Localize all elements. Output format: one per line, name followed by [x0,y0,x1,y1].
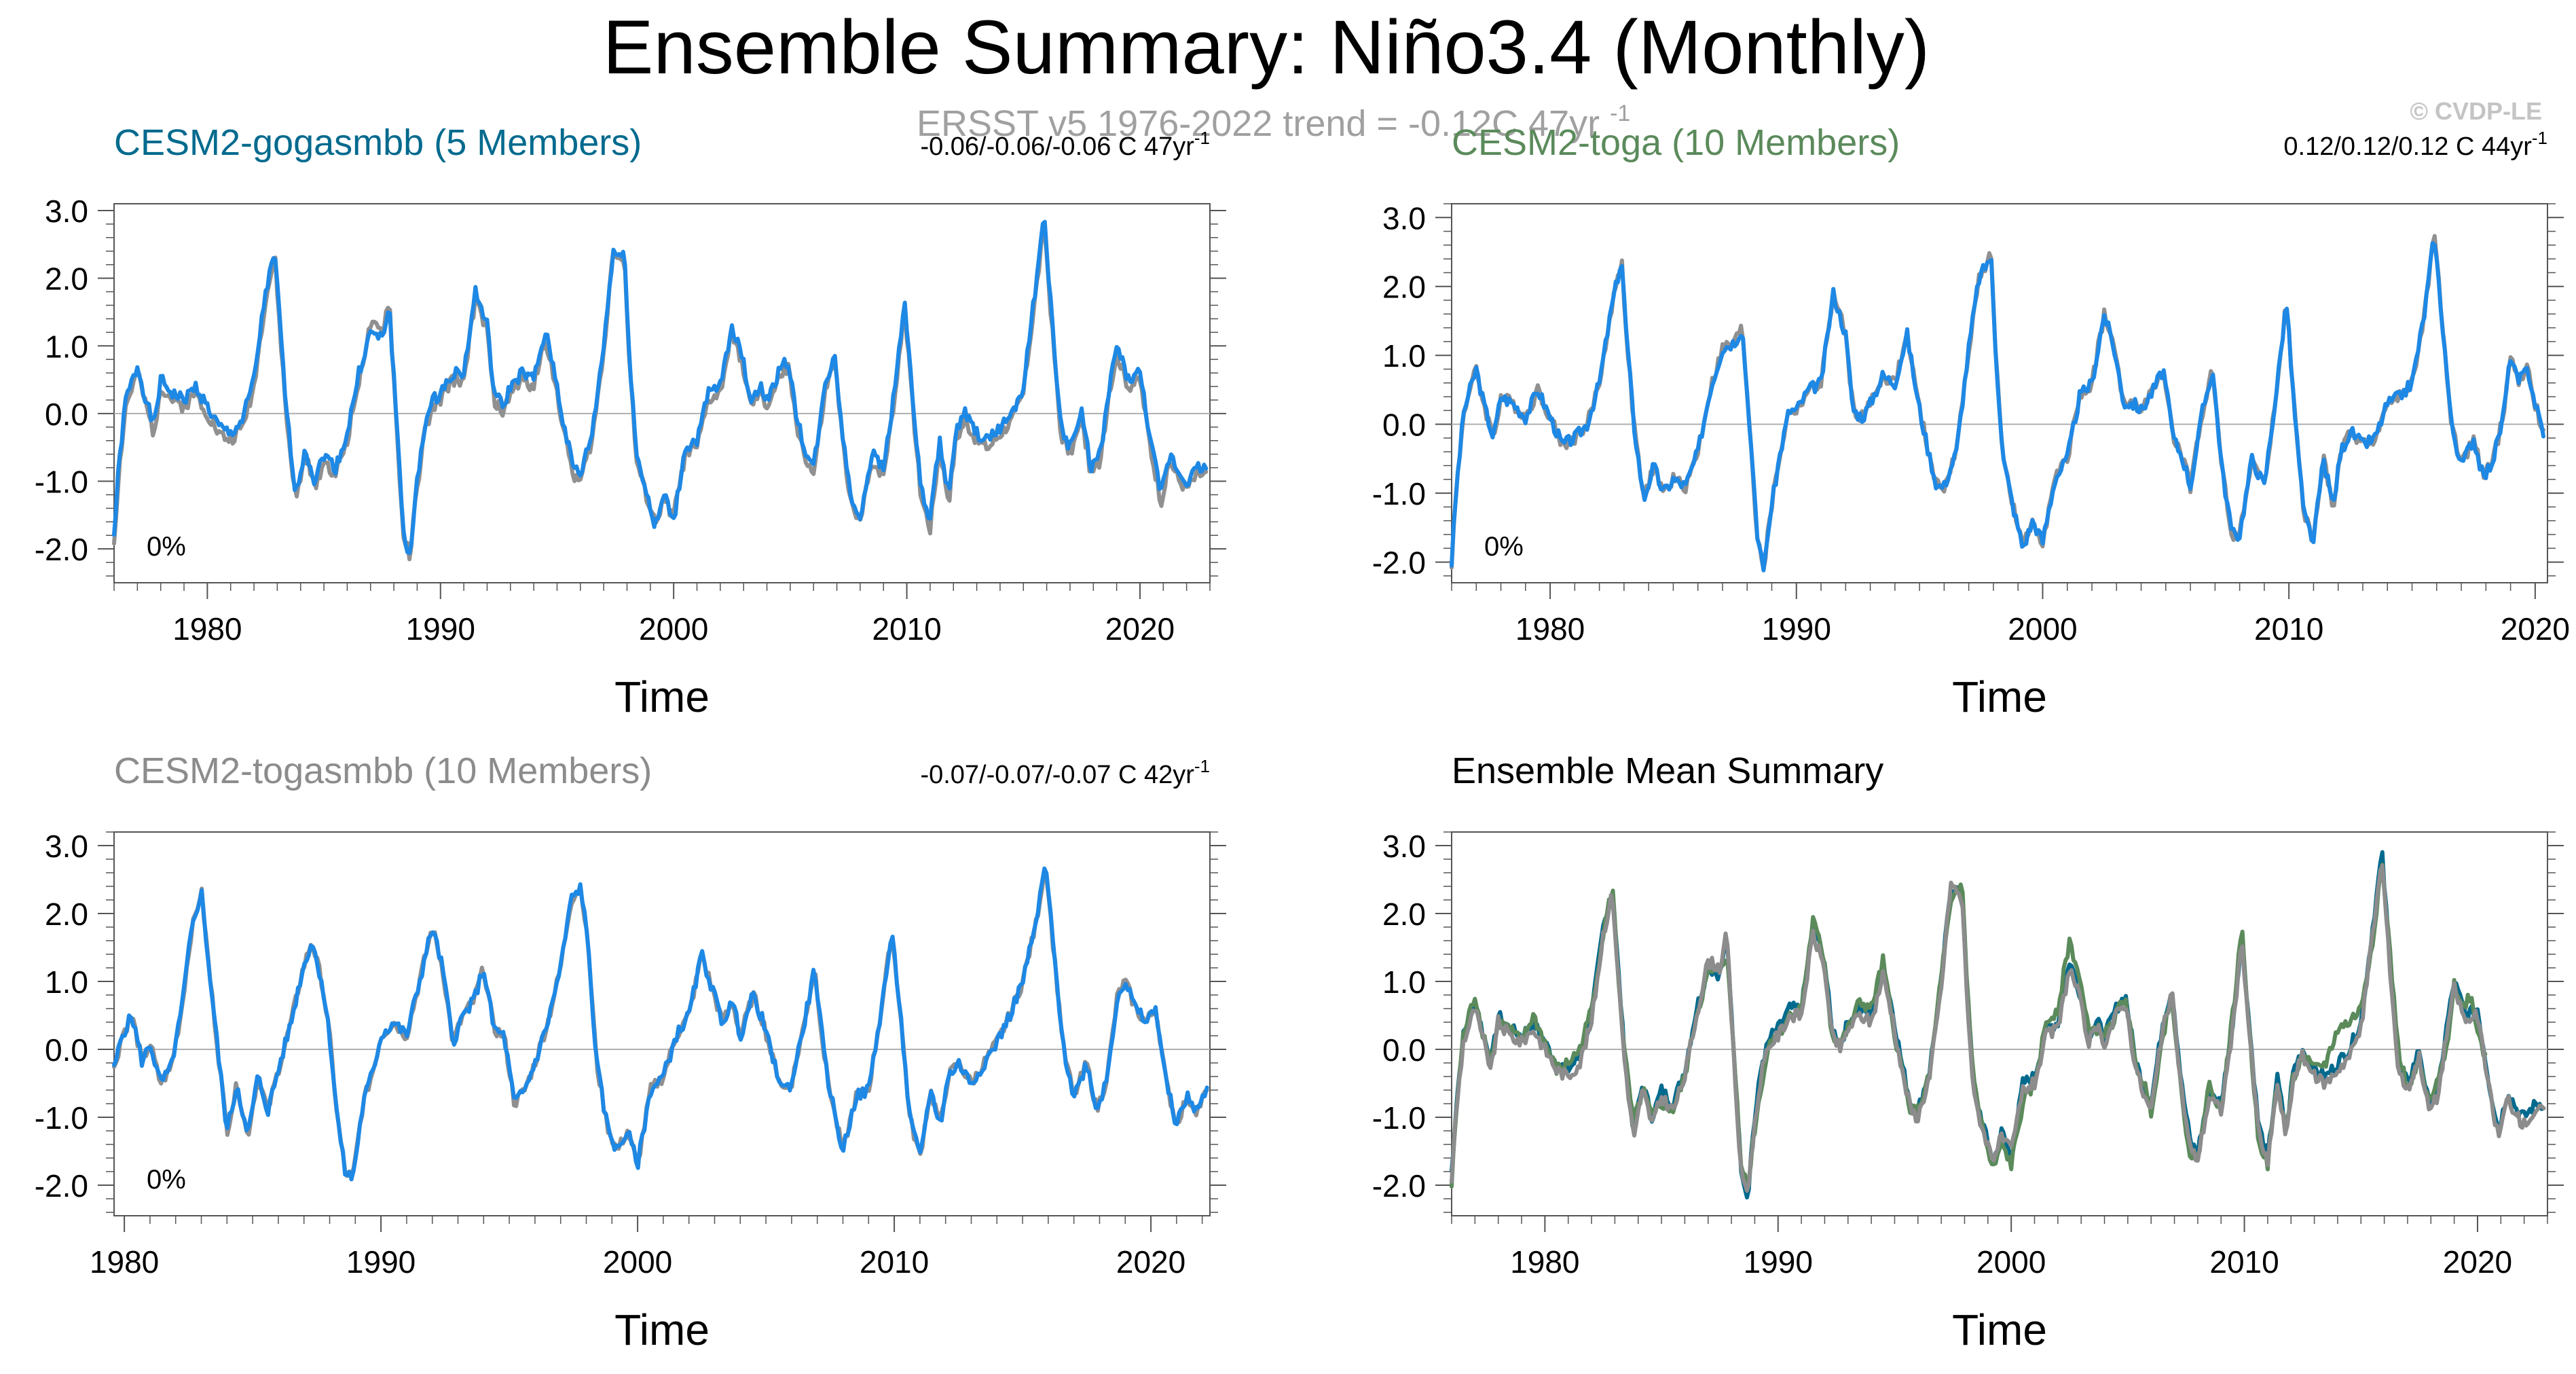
y-tick-label: 1.0 [1382,964,1426,1000]
x-axis-label: Time [1952,1305,2047,1354]
y-tick-label: -1.0 [35,1100,88,1136]
x-tick-label: 2000 [1976,1244,2046,1280]
x-tick-label: 2020 [1105,611,1175,647]
plot-frame [1451,203,2548,583]
y-tick-label: 2.0 [1382,270,1426,305]
x-tick-label: 2020 [2501,611,2570,647]
x-tick-label: 1990 [1762,611,1831,647]
x-tick-label: 1990 [1744,1244,1813,1280]
x-tick-label: 1980 [1510,1244,1579,1280]
y-tick-label: 0.0 [1382,408,1426,443]
trend-exponent: -1 [1194,756,1210,776]
x-tick-label: 1980 [90,1244,159,1280]
y-tick-label: 2.0 [1382,897,1426,932]
panel-title: Ensemble Mean Summary [1452,751,1883,791]
series-line-ensemble-mean [112,866,1209,1182]
main-title: Ensemble Summary: Niño3.4 (Monthly) [603,5,1930,90]
obs-trend-prefix: ERSST v5 1976-2022 trend = -0.12C 47yr [917,103,1600,144]
y-tick-label: -1.0 [1372,476,1426,511]
x-tick-label: 2010 [2209,1244,2279,1280]
x-tick-label: 1980 [1515,611,1585,647]
trend-exponent: -1 [2532,128,2547,148]
copyright-label: © CVDP-LE [2410,97,2542,125]
y-tick-label: -1.0 [1372,1100,1426,1136]
y-tick-label: 1.0 [1382,338,1426,374]
x-tick-label: 2000 [639,611,708,647]
x-tick-label: 2020 [2443,1244,2512,1280]
plot-frame [1451,831,2548,1216]
percent-label: 0% [147,532,186,562]
trend-label: -0.07/-0.07/-0.07 C 42yr-1 [920,756,1210,789]
trend-exponent: -1 [1194,128,1210,148]
y-tick-label: 0.0 [1382,1032,1426,1068]
percent-label: 0% [1484,532,1524,562]
panel-title: CESM2-toga (10 Members) [1452,122,1900,163]
y-tick-label: -2.0 [35,1168,88,1204]
x-tick-label: 2010 [860,1244,929,1280]
panel-3: -2.0 -1.0 0.0 1.0 2.0 3.0 1980 1990 2000 2010 2020… [35,751,1226,1354]
panel-4: -2.0 -1.0 0.0 1.0 2.0 3.0 1980 1990 2000 2010 2020… [1372,751,2564,1354]
panel-title: CESM2-togasmbb (10 Members) [114,751,652,791]
trend-prefix: -0.06/-0.06/-0.06 C 47yr [920,132,1194,161]
x-axis-label: Time [614,1305,710,1354]
y-tick-label: 2.0 [45,261,88,297]
obs-trend-exponent: -1 [1610,101,1630,126]
y-tick-label: 0.0 [45,1032,88,1068]
x-axis-label: Time [1952,672,2047,721]
series-line-ensemble-mean [1450,241,2545,573]
trend-prefix: -0.07/-0.07/-0.07 C 42yr [920,761,1194,789]
chart-panels: -2.0 -1.0 0.0 1.0 2.0 3.0 1980 1990 2000 2010 2020… [35,122,2570,1354]
y-tick-label: -2.0 [1372,545,1426,581]
y-tick-label: -1.0 [35,465,88,500]
y-tick-label: -2.0 [35,532,88,567]
x-tick-label: 2020 [1116,1244,1185,1280]
y-tick-label: 3.0 [1382,829,1426,864]
trend-label: -0.06/-0.06/-0.06 C 47yr-1 [920,128,1210,161]
y-tick-label: 2.0 [45,897,88,932]
x-tick-label: 2010 [2254,611,2323,647]
trend-prefix: 0.12/0.12/0.12 C 44yr [2283,132,2532,161]
x-tick-label: 2000 [2008,611,2077,647]
x-tick-label: 1980 [172,611,242,647]
y-tick-label: 3.0 [45,829,88,864]
x-tick-label: 1990 [346,1244,416,1280]
series-line-ensemble-range [112,868,1209,1178]
x-axis-label: Time [614,672,710,721]
series-line-cesm2-togasmbb [1450,863,2546,1193]
y-tick-label: -2.0 [1372,1168,1426,1204]
panel-title: CESM2-gogasmbb (5 Members) [114,122,642,163]
obs-trend-label: ERSST v5 1976-2022 trend = -0.12C 47yr -… [917,101,1630,144]
plot-frame [113,831,1211,1216]
y-tick-label: 0.0 [45,397,88,432]
series-line-ensemble-mean [112,219,1209,556]
y-tick-label: 3.0 [45,194,88,229]
plot-frame [113,203,1211,583]
y-tick-label: 1.0 [45,329,88,364]
panel-1: -2.0 -1.0 0.0 1.0 2.0 3.0 1980 1990 2000 2010 2020… [35,122,1226,721]
x-tick-label: 1990 [406,611,475,647]
trend-label: 0.12/0.12/0.12 C 44yr-1 [2283,128,2547,161]
y-tick-label: 1.0 [45,964,88,1000]
y-tick-label: 3.0 [1382,200,1426,236]
x-tick-label: 2000 [603,1244,672,1280]
x-tick-label: 2010 [872,611,941,647]
percent-label: 0% [147,1165,186,1195]
panel-2: -2.0 -1.0 0.0 1.0 2.0 3.0 1980 1990 2000 2010 2020… [1372,122,2570,721]
